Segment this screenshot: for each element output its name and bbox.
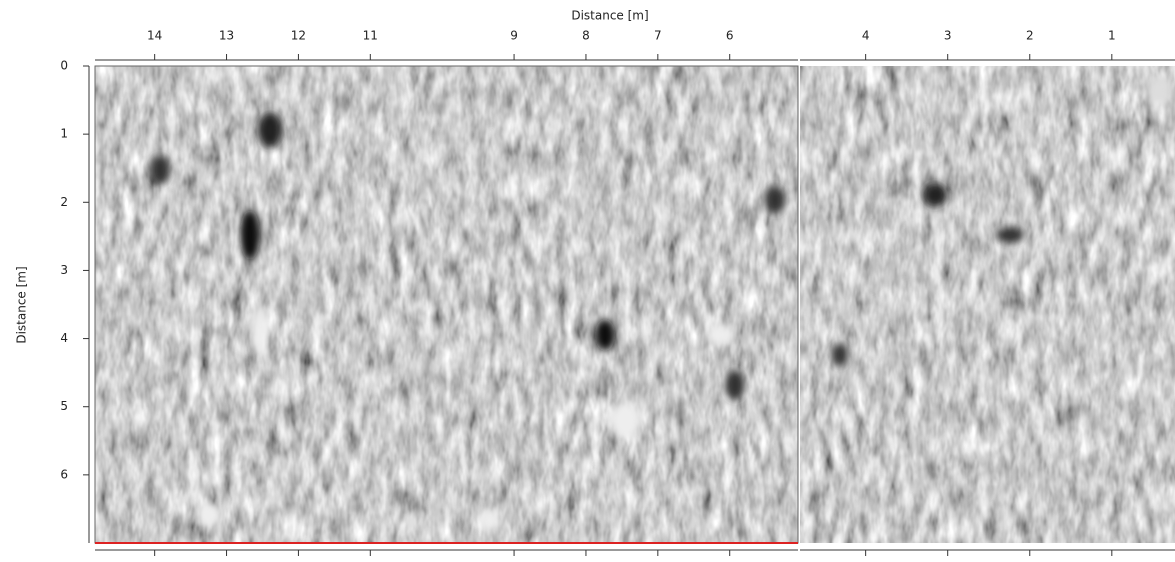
y-tick-label: 3 [60, 263, 68, 277]
x-tick-label: 3 [944, 29, 952, 43]
x-tick-label: 13 [219, 29, 234, 43]
x-tick-label: 11 [363, 29, 378, 43]
y-axis-title: Distance [m] [15, 266, 29, 343]
x-tick-label: 2 [1026, 29, 1034, 43]
x-tick-label: 6 [726, 29, 734, 43]
y-tick-label: 5 [60, 399, 68, 413]
x-tick-label: 4 [862, 29, 870, 43]
y-tick-label: 1 [60, 127, 68, 141]
x-tick-label: 9 [510, 29, 518, 43]
x-axis-title: Distance [m] [571, 9, 648, 23]
radargram [94, 65, 1175, 544]
y-tick-label: 6 [60, 467, 68, 481]
x-tick-label: 8 [582, 29, 590, 43]
y-tick-label: 4 [60, 331, 68, 345]
x-tick-label: 1 [1108, 29, 1116, 43]
x-tick-label: 14 [147, 29, 162, 43]
x-tick-label: 12 [291, 29, 306, 43]
y-tick-label: 2 [60, 195, 68, 209]
x-tick-label: 7 [654, 29, 662, 43]
y-tick-label: 0 [60, 59, 68, 73]
